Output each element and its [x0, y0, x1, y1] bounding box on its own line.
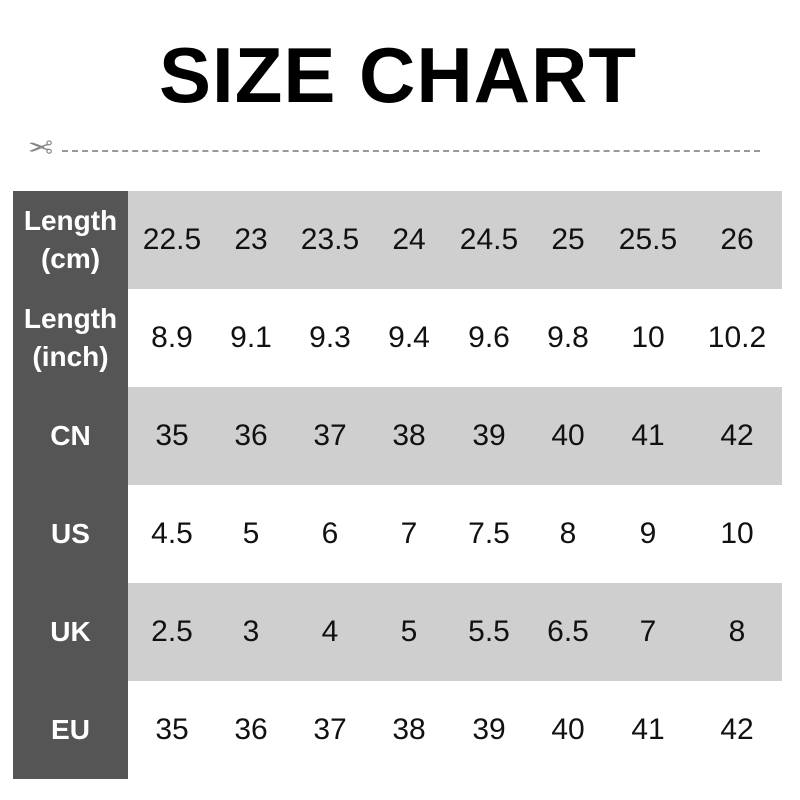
row-header: EU [13, 681, 128, 779]
row-header: Length (cm) [13, 191, 128, 289]
table-cell: 38 [392, 713, 426, 746]
table-cell: 41 [631, 419, 665, 452]
table-cell: 9.6 [468, 321, 510, 354]
table-cell: 42 [720, 419, 754, 452]
scissors-icon: ✂ [28, 132, 54, 165]
table-cell: 39 [472, 419, 506, 452]
table-row: Length (cm) 22.5 23 23.5 24 24.5 25 25.5 26 [13, 191, 782, 289]
table-row: CN 35 36 37 38 39 40 41 42 [13, 387, 782, 485]
row-header: CN [13, 387, 128, 485]
table-cell: 24 [392, 223, 426, 256]
table-cell: 9 [639, 517, 657, 550]
table-row: US 4.5 5 6 7 7.5 8 9 10 [13, 485, 782, 583]
cut-line-divider [62, 150, 760, 152]
table-cell: 23 [234, 223, 268, 256]
table-cell: 5 [242, 517, 260, 550]
table-cell: 24.5 [459, 223, 519, 256]
table-cell: 4.5 [151, 517, 193, 550]
table-cell: 36 [234, 713, 268, 746]
table-cell: 37 [313, 713, 347, 746]
table-cell: 26 [720, 223, 754, 256]
table-cell: 7 [639, 615, 657, 648]
table-cell: 25 [551, 223, 585, 256]
table-cell: 2.5 [151, 615, 193, 648]
table-cell: 8.9 [151, 321, 193, 354]
table-cell: 5.5 [468, 615, 510, 648]
table-cell: 38 [392, 419, 426, 452]
table-cell: 10 [720, 517, 754, 550]
table-cell: 35 [155, 713, 189, 746]
table-cell: 41 [631, 713, 665, 746]
table-cell: 10.2 [707, 321, 767, 354]
table-cell: 8 [728, 615, 746, 648]
row-header: UK [13, 583, 128, 681]
table-cell: 9.3 [309, 321, 351, 354]
table-row: Length (inch) 8.9 9.1 9.3 9.4 9.6 9.8 10 10.2 [13, 289, 782, 387]
table-cell: 40 [551, 419, 585, 452]
size-table: Length (cm) 22.5 23 23.5 24 24.5 25 25.5 26 Lengt… [13, 191, 782, 779]
table-cell: 3 [242, 615, 260, 648]
row-header: US [13, 485, 128, 583]
table-cell: 4 [321, 615, 339, 648]
table-cell: 6 [321, 517, 339, 550]
table-cell: 7.5 [468, 517, 510, 550]
table-row: UK 2.5 3 4 5 5.5 6.5 7 8 [13, 583, 782, 681]
table-cell: 22.5 [142, 223, 202, 256]
page-title: SIZE CHART [159, 31, 637, 119]
table-cell: 37 [313, 419, 347, 452]
table-cell: 23.5 [300, 223, 360, 256]
table-cell: 7 [400, 517, 418, 550]
table-cell: 39 [472, 713, 506, 746]
table-cell: 36 [234, 419, 268, 452]
table-cell: 35 [155, 419, 189, 452]
table-cell: 6.5 [547, 615, 589, 648]
table-row: EU 35 36 37 38 39 40 41 42 [13, 681, 782, 779]
table-cell: 9.4 [388, 321, 430, 354]
table-cell: 5 [400, 615, 418, 648]
table-cell: 25.5 [618, 223, 678, 256]
table-cell: 10 [631, 321, 665, 354]
table-cell: 8 [559, 517, 577, 550]
row-header: Length (inch) [13, 289, 128, 387]
table-cell: 9.1 [230, 321, 272, 354]
table-cell: 42 [720, 713, 754, 746]
table-cell: 9.8 [547, 321, 589, 354]
table-cell: 40 [551, 713, 585, 746]
